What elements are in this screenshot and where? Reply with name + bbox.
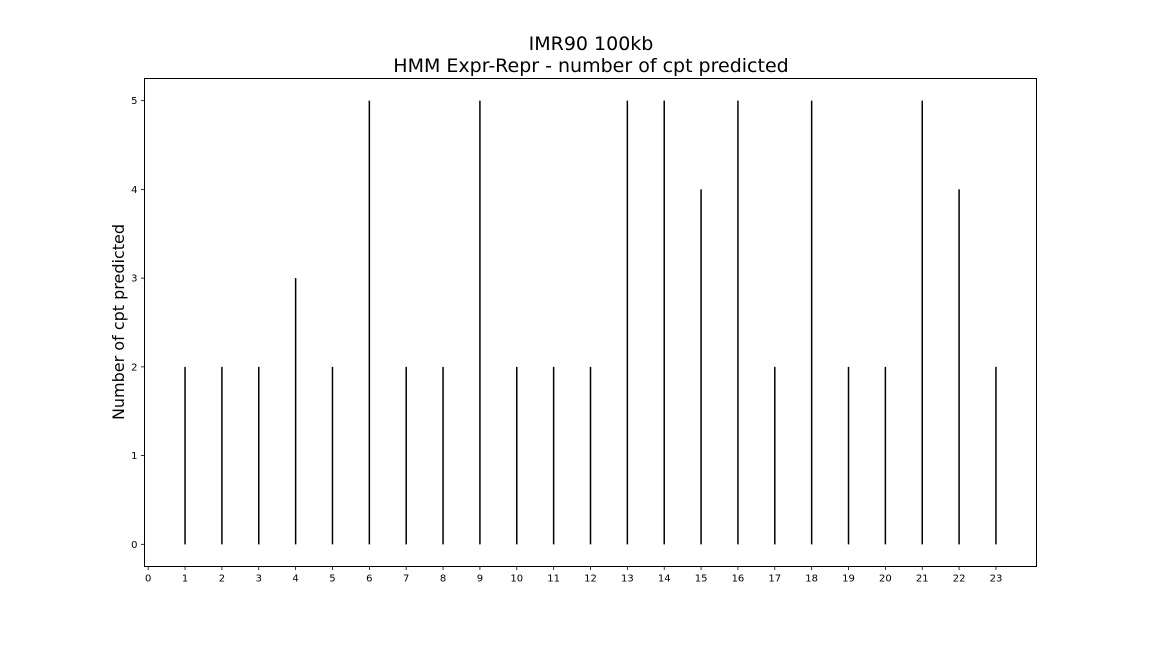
x-tick-label: 18 xyxy=(805,574,818,585)
x-tick-label: 19 xyxy=(842,574,855,585)
x-axis: 0 1 2 3 4 5 6 7 8 9 10 11 12 13 14 15 16 17 18 19 20 21 22 23 xyxy=(145,566,1003,585)
x-tick-label: 9 xyxy=(477,574,483,585)
x-tick-label: 12 xyxy=(584,574,597,585)
y-tick-label: 0 xyxy=(131,540,137,551)
y-tick-label: 2 xyxy=(131,362,137,373)
x-tick-label: 11 xyxy=(547,574,560,585)
y-tick-label: 1 xyxy=(131,451,137,462)
x-tick-label: 21 xyxy=(916,574,929,585)
x-tick-label: 22 xyxy=(953,574,966,585)
y-tick-label: 4 xyxy=(131,185,137,196)
y-axis-label: Number of cpt predicted xyxy=(109,224,128,420)
x-tick-label: 14 xyxy=(658,574,671,585)
x-tick-label: 1 xyxy=(182,574,188,585)
x-tick-label: 13 xyxy=(621,574,634,585)
x-tick-label: 20 xyxy=(879,574,892,585)
x-tick-label: 10 xyxy=(510,574,523,585)
chart-subtitle: HMM Expr-Repr - number of cpt predicted xyxy=(393,55,788,77)
x-tick-label: 8 xyxy=(440,574,446,585)
x-tick-label: 6 xyxy=(366,574,372,585)
bars xyxy=(184,100,997,545)
y-axis: 0 1 2 3 4 5 xyxy=(131,96,145,551)
x-tick-label: 23 xyxy=(990,574,1003,585)
x-tick-label: 7 xyxy=(403,574,409,585)
chart-title: IMR90 100kb xyxy=(529,33,654,55)
y-tick-label: 5 xyxy=(131,96,137,107)
x-tick-label: 15 xyxy=(695,574,708,585)
x-tick-label: 5 xyxy=(329,574,335,585)
x-tick-label: 3 xyxy=(256,574,262,585)
x-tick-label: 0 xyxy=(145,574,151,585)
x-tick-label: 16 xyxy=(732,574,745,585)
y-tick-label: 3 xyxy=(131,274,137,285)
x-tick-label: 2 xyxy=(219,574,225,585)
x-tick-label: 17 xyxy=(768,574,781,585)
x-tick-label: 4 xyxy=(292,574,298,585)
